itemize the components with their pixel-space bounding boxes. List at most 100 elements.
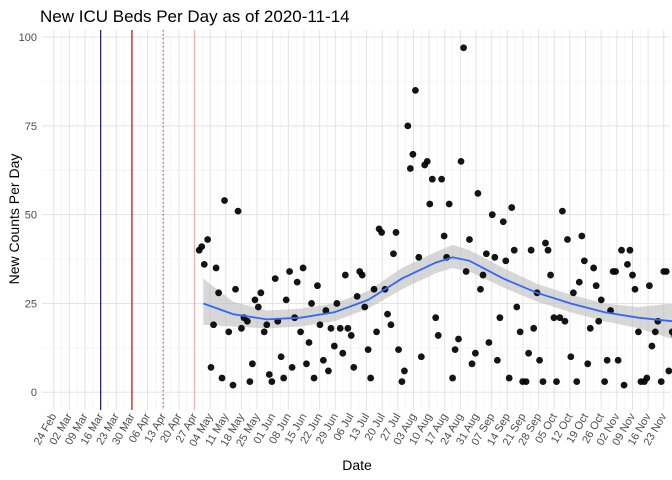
data-point <box>567 353 575 361</box>
data-point <box>438 175 446 183</box>
data-point <box>423 158 431 165</box>
data-point <box>595 317 603 325</box>
data-point <box>314 282 321 290</box>
data-point <box>308 300 315 307</box>
data-point <box>662 268 670 275</box>
data-point <box>265 371 273 378</box>
data-point <box>373 328 380 336</box>
y-tick-label: 25 <box>25 298 37 310</box>
data-point <box>215 289 223 297</box>
data-point <box>564 236 571 243</box>
data-point <box>409 150 417 158</box>
data-point <box>310 374 318 382</box>
data-point <box>361 303 369 311</box>
data-point <box>344 324 352 332</box>
data-point <box>404 122 412 130</box>
data-point <box>325 367 332 375</box>
data-point <box>268 378 276 385</box>
data-point <box>339 349 347 357</box>
data-point <box>305 339 313 346</box>
data-point <box>254 303 262 311</box>
data-point <box>455 335 462 343</box>
data-point <box>333 300 341 307</box>
data-point <box>445 200 453 208</box>
data-point <box>477 285 484 293</box>
data-point <box>530 324 538 332</box>
data-point <box>516 328 524 336</box>
data-point <box>238 324 245 332</box>
chart-title: New ICU Beds Per Day as of 2020-11-14 <box>40 7 350 26</box>
data-point <box>257 289 265 297</box>
data-point <box>536 356 543 364</box>
data-point <box>398 378 406 385</box>
data-point <box>249 360 256 368</box>
data-point <box>468 360 476 368</box>
data-point <box>575 278 583 286</box>
data-point <box>271 275 279 282</box>
data-point <box>542 239 549 247</box>
data-point <box>612 268 619 275</box>
y-tick-label: 75 <box>25 121 37 133</box>
data-point <box>316 321 324 329</box>
data-point <box>401 367 408 375</box>
data-point <box>651 328 659 336</box>
data-point <box>322 307 330 314</box>
data-point <box>657 378 665 385</box>
data-point <box>221 197 228 204</box>
data-point <box>502 257 510 265</box>
data-point <box>561 317 569 325</box>
data-point <box>513 303 521 311</box>
data-point <box>415 253 423 261</box>
data-point <box>643 374 651 382</box>
data-point <box>412 86 419 94</box>
data-point <box>479 271 487 279</box>
data-point <box>207 363 215 371</box>
data-point <box>260 328 268 336</box>
data-point <box>370 285 378 293</box>
data-point <box>229 381 237 389</box>
data-point <box>384 310 391 318</box>
data-point <box>218 374 226 382</box>
data-point <box>626 246 634 254</box>
data-point <box>428 175 436 183</box>
data-point <box>303 360 310 368</box>
data-point <box>364 346 372 354</box>
data-point <box>590 264 598 272</box>
data-point <box>586 324 594 332</box>
y-axis: 0 25 50 75 100 <box>19 32 37 399</box>
data-point <box>620 381 628 389</box>
data-point <box>198 243 206 251</box>
data-point <box>440 232 448 240</box>
data-point <box>603 356 611 364</box>
data-point <box>353 292 361 300</box>
data-point <box>584 360 592 368</box>
data-point <box>200 260 208 268</box>
data-point <box>550 314 558 322</box>
y-axis-title: New Counts Per Day <box>6 154 22 285</box>
data-point <box>387 321 395 329</box>
data-point <box>665 367 672 375</box>
data-point <box>547 271 554 279</box>
data-point <box>336 324 344 332</box>
data-point <box>539 378 547 385</box>
data-point <box>319 356 327 364</box>
data-point <box>525 349 533 357</box>
data-point <box>390 250 397 258</box>
data-point <box>234 207 242 215</box>
data-point <box>395 346 402 354</box>
data-point <box>471 349 479 357</box>
data-point <box>466 236 473 243</box>
data-point <box>327 324 335 332</box>
y-tick-label: 100 <box>19 32 37 44</box>
data-points <box>195 44 672 389</box>
smooth-trend <box>203 256 672 323</box>
data-point <box>668 328 672 336</box>
data-point <box>558 207 566 215</box>
data-point <box>350 363 358 371</box>
data-point <box>597 296 605 304</box>
data-point <box>493 356 501 364</box>
data-point <box>482 250 490 258</box>
data-point <box>288 363 296 371</box>
data-point <box>462 268 470 275</box>
